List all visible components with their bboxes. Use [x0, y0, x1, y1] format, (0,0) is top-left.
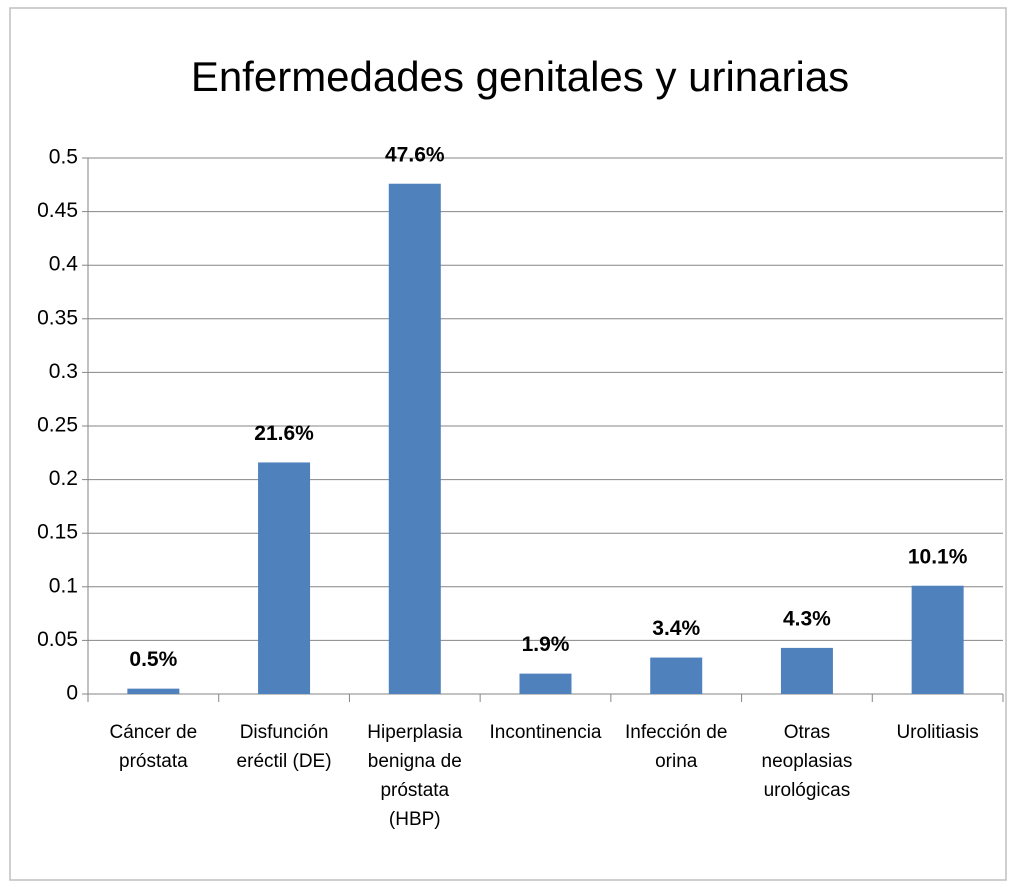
- bar: [127, 688, 180, 694]
- bar: [780, 647, 833, 694]
- bar: [388, 183, 441, 694]
- chart-border: [9, 7, 1007, 881]
- x-tick-label: Incontinencia: [489, 722, 602, 743]
- data-label: 47.6%: [385, 143, 445, 166]
- y-tick-label: 0.3: [49, 360, 78, 383]
- bar: [519, 673, 572, 694]
- data-label: 3.4%: [652, 617, 700, 640]
- data-label: 1.9%: [522, 633, 570, 656]
- x-tick-label: Hiperplasia benigna de próstata (HBP): [367, 722, 463, 830]
- y-tick-label: 0.2: [49, 467, 78, 490]
- y-tick-label: 0.35: [37, 306, 78, 329]
- bar: [911, 585, 964, 694]
- chart-title: Enfermedades genitales y urinarias: [191, 53, 849, 100]
- x-tick-label: Disfunción eréctil (DE): [236, 722, 332, 772]
- y-tick-label: 0.45: [37, 199, 78, 222]
- y-tick-label: 0.15: [37, 521, 78, 544]
- y-tick-label: 0.25: [37, 414, 78, 437]
- data-label: 10.1%: [908, 545, 968, 568]
- data-label: 0.5%: [129, 648, 177, 671]
- data-label: 21.6%: [254, 422, 314, 445]
- y-tick-label: 0.05: [37, 628, 78, 651]
- y-tick-label: 0.5: [49, 146, 78, 169]
- x-tick-label: Infección de orina: [624, 722, 728, 772]
- data-label: 4.3%: [783, 607, 831, 630]
- bar: [258, 462, 311, 694]
- x-tick-label: Cáncer de próstata: [109, 722, 198, 772]
- x-tick-label: Urolitiasis: [896, 722, 979, 743]
- bar: [650, 657, 703, 694]
- x-tick-label: Otras neoplasias urológicas: [761, 722, 853, 801]
- y-tick-label: 0: [66, 682, 78, 705]
- y-tick-label: 0.4: [49, 253, 79, 276]
- y-tick-label: 0.1: [49, 574, 78, 597]
